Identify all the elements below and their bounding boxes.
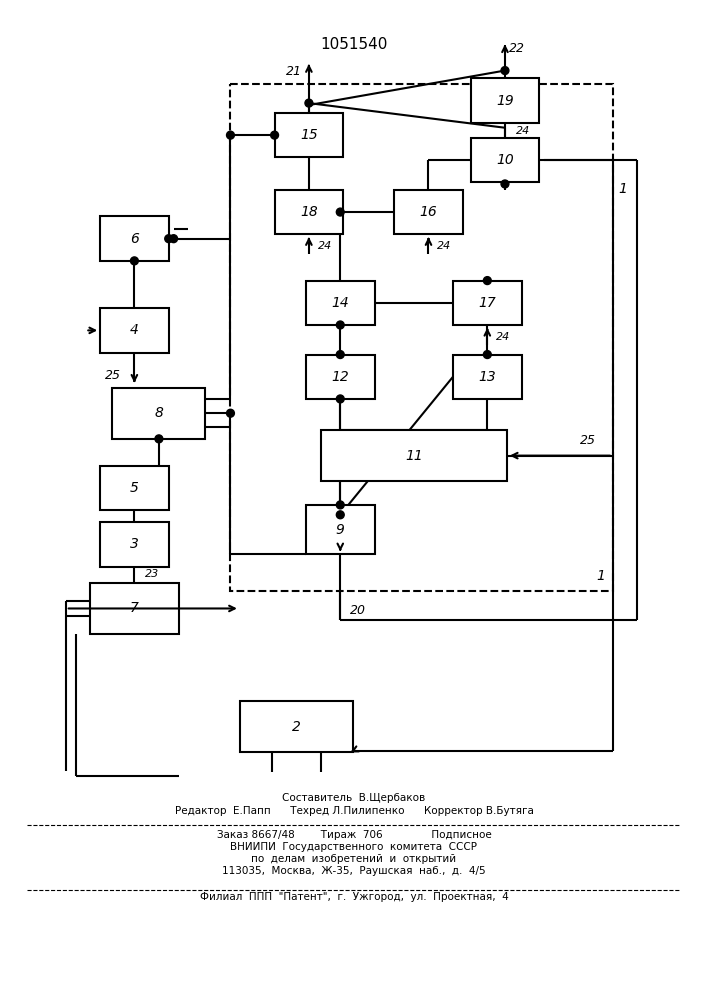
Text: 17: 17: [479, 296, 496, 310]
Circle shape: [337, 511, 344, 519]
Text: 11: 11: [405, 449, 423, 463]
Bar: [395, 190, 463, 234]
Bar: [471, 138, 539, 182]
Text: 6: 6: [130, 232, 139, 246]
Text: 3: 3: [130, 537, 139, 551]
Text: 10: 10: [496, 153, 514, 167]
Bar: [274, 113, 343, 157]
Text: 7: 7: [130, 601, 139, 615]
Bar: [453, 355, 522, 399]
Text: 9: 9: [336, 523, 345, 537]
Bar: [306, 355, 375, 399]
Circle shape: [170, 235, 177, 243]
Bar: [453, 281, 522, 325]
Bar: [230, 84, 613, 591]
Bar: [90, 583, 178, 634]
Bar: [100, 308, 169, 353]
Text: Редактор  Е.Папп      Техред Л.Пилипенко      Корректор В.Бутяга: Редактор Е.Папп Техред Л.Пилипенко Корре…: [175, 806, 533, 816]
Text: 25: 25: [105, 369, 121, 382]
Circle shape: [305, 99, 312, 107]
Text: 22: 22: [509, 42, 525, 55]
Text: 1: 1: [597, 569, 605, 583]
Bar: [240, 701, 353, 752]
Text: 18: 18: [300, 205, 317, 219]
Text: 13: 13: [479, 370, 496, 384]
Bar: [321, 430, 507, 481]
Circle shape: [337, 208, 344, 216]
Text: 24: 24: [496, 332, 510, 342]
Text: Составитель  В.Щербаков: Составитель В.Щербаков: [282, 793, 426, 803]
Bar: [100, 466, 169, 510]
Text: 12: 12: [332, 370, 349, 384]
Circle shape: [501, 67, 509, 74]
Text: по  делам  изобретений  и  открытий: по делам изобретений и открытий: [252, 854, 457, 864]
Text: 14: 14: [332, 296, 349, 310]
Text: 2: 2: [292, 720, 300, 734]
Text: 25: 25: [580, 434, 596, 447]
Text: Филиал  ППП  "Патент",  г.  Ужгород,  ул.  Проектная,  4: Филиал ППП "Патент", г. Ужгород, ул. Про…: [199, 892, 508, 902]
Text: 20: 20: [350, 604, 366, 617]
Bar: [306, 505, 375, 554]
Text: 24: 24: [437, 241, 451, 251]
Circle shape: [165, 235, 173, 243]
Text: 21: 21: [286, 65, 302, 78]
Text: 16: 16: [420, 205, 438, 219]
Circle shape: [484, 277, 491, 285]
Circle shape: [226, 409, 235, 417]
Text: 15: 15: [300, 128, 317, 142]
Text: 4: 4: [130, 323, 139, 337]
Text: 24: 24: [515, 126, 530, 136]
Circle shape: [337, 351, 344, 358]
Circle shape: [501, 180, 509, 188]
Circle shape: [226, 131, 235, 139]
Bar: [100, 216, 169, 261]
Circle shape: [337, 395, 344, 403]
Bar: [100, 522, 169, 567]
Circle shape: [131, 257, 139, 265]
Text: 8: 8: [154, 406, 163, 420]
Circle shape: [155, 435, 163, 443]
Bar: [274, 190, 343, 234]
Circle shape: [484, 351, 491, 358]
Text: 5: 5: [130, 481, 139, 495]
Circle shape: [337, 501, 344, 509]
Text: ВНИИПИ  Государственного  комитета  СССР: ВНИИПИ Государственного комитета СССР: [230, 842, 477, 852]
Circle shape: [337, 321, 344, 329]
Text: 1051540: 1051540: [320, 37, 387, 52]
Text: 113035,  Москва,  Ж-35,  Раушская  наб.,  д.  4/5: 113035, Москва, Ж-35, Раушская наб., д. …: [222, 866, 486, 876]
Text: 19: 19: [496, 94, 514, 108]
Text: 1: 1: [618, 182, 627, 196]
Text: 24: 24: [317, 241, 332, 251]
Bar: [112, 388, 206, 439]
Text: 23: 23: [145, 569, 159, 579]
Bar: [306, 281, 375, 325]
Circle shape: [271, 131, 279, 139]
Bar: [471, 78, 539, 123]
Text: Заказ 8667/48        Тираж  706               Подписное: Заказ 8667/48 Тираж 706 Подписное: [216, 830, 491, 840]
